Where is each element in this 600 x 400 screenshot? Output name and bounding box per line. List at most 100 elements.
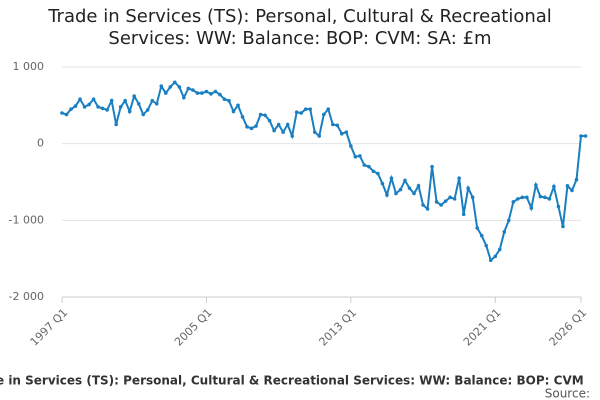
data-point <box>177 85 182 89</box>
data-point <box>488 258 493 263</box>
x-tick-label: 2021 Q1 <box>461 306 504 349</box>
data-point <box>227 98 231 103</box>
data-point <box>570 188 574 193</box>
data-point <box>60 111 64 115</box>
data-point <box>452 197 457 201</box>
data-point <box>236 103 240 108</box>
data-point <box>123 98 127 103</box>
data-point <box>191 88 195 92</box>
data-point <box>213 89 218 94</box>
data-point <box>299 111 303 115</box>
data-point <box>344 130 349 134</box>
y-tick-label: -1 000 <box>9 213 44 226</box>
data-point <box>321 112 326 117</box>
data-point <box>412 191 416 196</box>
data-point <box>461 212 466 216</box>
data-point <box>105 108 109 112</box>
series-line <box>61 80 586 262</box>
data-point <box>547 197 552 201</box>
data-point <box>552 184 556 189</box>
data-point <box>362 163 367 167</box>
data-point <box>290 134 294 138</box>
data-point <box>385 193 389 197</box>
data-point <box>254 124 258 128</box>
data-point <box>308 107 313 111</box>
data-point <box>556 204 561 209</box>
data-point <box>294 110 299 115</box>
x-tick-label: 2005 Q1 <box>172 306 215 349</box>
data-point <box>114 122 118 127</box>
data-point <box>312 130 317 134</box>
data-point <box>398 187 403 192</box>
data-point <box>245 125 249 129</box>
data-point <box>439 203 443 207</box>
data-point <box>574 177 579 182</box>
data-point <box>204 89 209 94</box>
data-point <box>209 92 213 96</box>
data-point <box>579 134 583 138</box>
data-point <box>326 107 331 111</box>
data-point <box>218 92 222 97</box>
data-point <box>109 98 114 103</box>
data-point <box>389 176 394 180</box>
data-point <box>272 128 276 133</box>
data-point <box>340 131 344 136</box>
data-point <box>258 112 263 117</box>
data-point <box>466 186 470 190</box>
y-tick-label: 0 <box>37 137 44 150</box>
data-point <box>240 115 245 119</box>
x-tick-label: 2013 Q1 <box>317 306 360 349</box>
data-point <box>475 226 480 230</box>
data-point <box>222 97 227 101</box>
data-point <box>150 98 155 103</box>
y-tick-label: -2 000 <box>9 290 44 303</box>
data-point <box>516 197 520 201</box>
data-point <box>231 109 236 114</box>
data-point <box>159 84 164 88</box>
data-point <box>349 144 353 148</box>
data-point <box>303 107 308 111</box>
data-point <box>281 130 285 134</box>
data-point <box>434 200 439 204</box>
data-point <box>267 118 272 123</box>
data-point <box>87 102 91 107</box>
data-point <box>506 218 511 223</box>
data-point <box>127 109 132 114</box>
data-point <box>168 85 173 89</box>
data-point <box>358 154 362 158</box>
data-point <box>430 164 434 169</box>
data-point <box>164 91 168 95</box>
data-point <box>497 247 502 252</box>
data-point <box>200 91 204 95</box>
data-point <box>470 195 475 200</box>
data-point <box>583 134 588 138</box>
data-point <box>173 80 177 85</box>
data-point <box>511 200 516 204</box>
chart-title: Trade in Services (TS): Personal, Cultur… <box>48 6 552 49</box>
data-point <box>195 91 200 95</box>
data-point <box>100 106 105 111</box>
data-point <box>421 203 425 207</box>
data-point <box>182 95 186 100</box>
data-point <box>457 176 461 180</box>
data-point <box>502 230 507 234</box>
data-point <box>249 126 254 131</box>
data-point <box>145 108 150 112</box>
data-point <box>425 207 430 211</box>
data-point <box>565 184 570 188</box>
data-point <box>141 112 146 117</box>
data-point <box>78 97 82 101</box>
source: Source: <box>545 387 590 400</box>
data-point <box>520 195 525 200</box>
data-point <box>73 104 78 108</box>
data-point <box>403 178 407 183</box>
data-point <box>529 206 534 210</box>
data-point <box>448 195 452 200</box>
data-point <box>285 122 290 127</box>
data-point <box>394 191 398 196</box>
data-point <box>416 184 421 188</box>
data-point <box>132 94 137 98</box>
data-point <box>493 254 498 259</box>
data-point <box>407 186 412 190</box>
